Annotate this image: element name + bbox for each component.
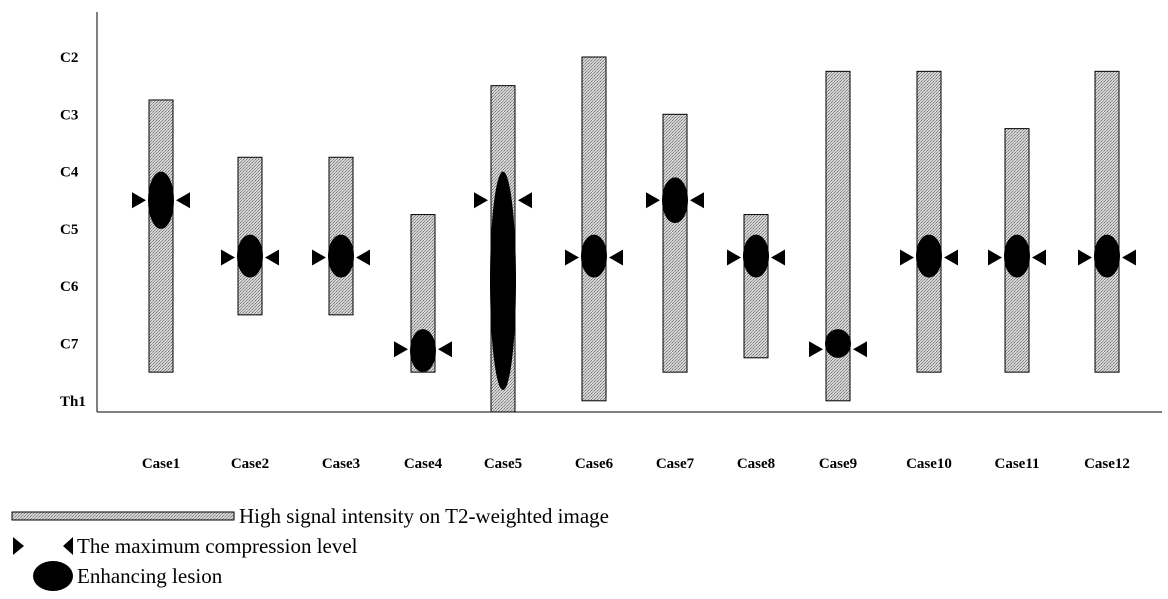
- legend-t2-label: High signal intensity on T2-weighted ima…: [239, 504, 609, 528]
- compression-arrow-right-case6: [565, 249, 579, 266]
- compression-arrow-right-case5: [474, 192, 488, 209]
- t2-bar-case1: [148, 99, 174, 373]
- compression-arrow-right-case12: [1078, 249, 1092, 266]
- compression-arrow-left-case5: [518, 192, 532, 209]
- compression-arrow-right-case11: [988, 249, 1002, 266]
- case-label-case6: Case6: [575, 456, 614, 472]
- compression-arrow-right-case9: [809, 341, 823, 358]
- case-label-case5: Case5: [484, 456, 522, 472]
- y-axis-tick-labels: C2 C3 C4 C5 C6 C7 Th1: [60, 50, 86, 410]
- case-labels: Case1 Case2 Case3 Case4 Case5 Case6 Case7 Case8…: [142, 456, 1130, 472]
- case-label-case12: Case12: [1084, 456, 1130, 472]
- lesion-case3: [328, 234, 354, 278]
- compression-arrow-left-case11: [1032, 249, 1046, 266]
- lesion-case5: [490, 171, 516, 390]
- t2-bar-case12: [1094, 70, 1120, 373]
- t2-bar-case6: [581, 56, 607, 402]
- enhancing-lesions: [148, 171, 1120, 390]
- compression-arrow-right-case7: [646, 192, 660, 209]
- y-tick-c4: C4: [60, 165, 79, 181]
- compression-arrow-right-case10: [900, 249, 914, 266]
- legend: High signal intensity on T2-weighted ima…: [11, 504, 609, 591]
- compression-arrow-left-case4: [438, 341, 452, 358]
- lesion-case1: [148, 171, 174, 229]
- compression-arrow-right-case4: [394, 341, 408, 358]
- case-label-case4: Case4: [404, 456, 443, 472]
- legend-t2-swatch: [11, 511, 235, 521]
- compression-arrow-left-case1: [176, 192, 190, 209]
- compression-arrow-left-case8: [771, 249, 785, 266]
- t2-bars: [148, 56, 1120, 413]
- compression-arrow-left-case6: [609, 249, 623, 266]
- axes: [96, 12, 1162, 413]
- compression-arrow-right-case3: [312, 249, 326, 266]
- case-label-case10: Case10: [906, 456, 952, 472]
- y-tick-c6: C6: [60, 279, 79, 295]
- compression-arrow-left-case10: [944, 249, 958, 266]
- lesion-case4: [410, 329, 436, 373]
- compression-arrow-left-case12: [1122, 249, 1136, 266]
- case-label-case2: Case2: [231, 456, 269, 472]
- case-label-case11: Case11: [995, 456, 1040, 472]
- lesion-case2: [237, 234, 263, 278]
- case-label-case1: Case1: [142, 456, 180, 472]
- legend-compression-label: The maximum compression level: [77, 534, 358, 558]
- t2-bar-case10: [916, 70, 942, 373]
- lesion-case11: [1004, 234, 1030, 278]
- compression-arrow-right-case8: [727, 249, 741, 266]
- compression-arrow-left-case7: [690, 192, 704, 209]
- y-tick-c7: C7: [60, 337, 79, 353]
- lesion-case12: [1094, 234, 1120, 278]
- legend-lesion-label: Enhancing lesion: [77, 564, 223, 588]
- t2-bar-case7: [662, 113, 688, 373]
- case-label-case3: Case3: [322, 456, 360, 472]
- y-tick-c3: C3: [60, 107, 78, 123]
- compression-arrow-right-case2: [221, 249, 235, 266]
- lesion-case7: [662, 177, 688, 224]
- compression-arrow-left-case9: [853, 341, 867, 358]
- y-tick-c5: C5: [60, 222, 78, 238]
- case-label-case8: Case8: [737, 456, 775, 472]
- lesion-case8: [743, 234, 769, 278]
- legend-lesion-icon: [33, 561, 73, 591]
- compression-arrow-right-case1: [132, 192, 146, 209]
- compression-arrow-left-case2: [265, 249, 279, 266]
- y-tick-th1: Th1: [60, 394, 86, 410]
- case-label-case9: Case9: [819, 456, 857, 472]
- lesion-case6: [581, 234, 607, 278]
- legend-right-arrow-icon: [13, 537, 24, 555]
- lesion-case9: [825, 329, 851, 358]
- compression-markers: [132, 192, 1136, 358]
- case-label-case7: Case7: [656, 456, 695, 472]
- compression-arrow-left-case3: [356, 249, 370, 266]
- lesion-case10: [916, 234, 942, 278]
- y-tick-c2: C2: [60, 50, 78, 66]
- legend-left-arrow-icon: [63, 537, 73, 555]
